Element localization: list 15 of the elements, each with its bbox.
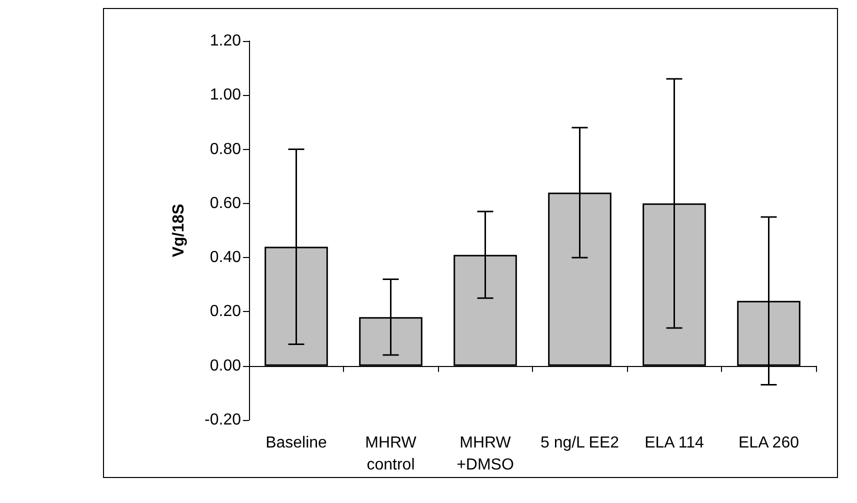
y-tick-label: 0.80: [210, 140, 242, 158]
x-tick-label: ELA 114: [644, 434, 704, 452]
y-tick-label: 1.20: [210, 32, 242, 50]
y-tick-label: 0.40: [210, 249, 242, 266]
y-tick-label: 0.00: [210, 357, 242, 374]
x-tick-label: MHRW +DMSO: [456, 434, 514, 474]
x-tick-label: Baseline: [266, 434, 328, 452]
y-tick-label: 0.60: [210, 194, 242, 212]
x-tick-label: MHRW control: [365, 434, 418, 474]
y-tick-label: 0.20: [210, 303, 242, 320]
y-tick-label: -0.20: [204, 412, 242, 428]
x-tick-label: 5 ng/L EE2: [540, 434, 620, 452]
y-tick-label: 1.00: [210, 86, 242, 104]
y-axis-title: Vg/18S: [170, 203, 188, 258]
x-tick-label: ELA 260: [738, 434, 800, 452]
